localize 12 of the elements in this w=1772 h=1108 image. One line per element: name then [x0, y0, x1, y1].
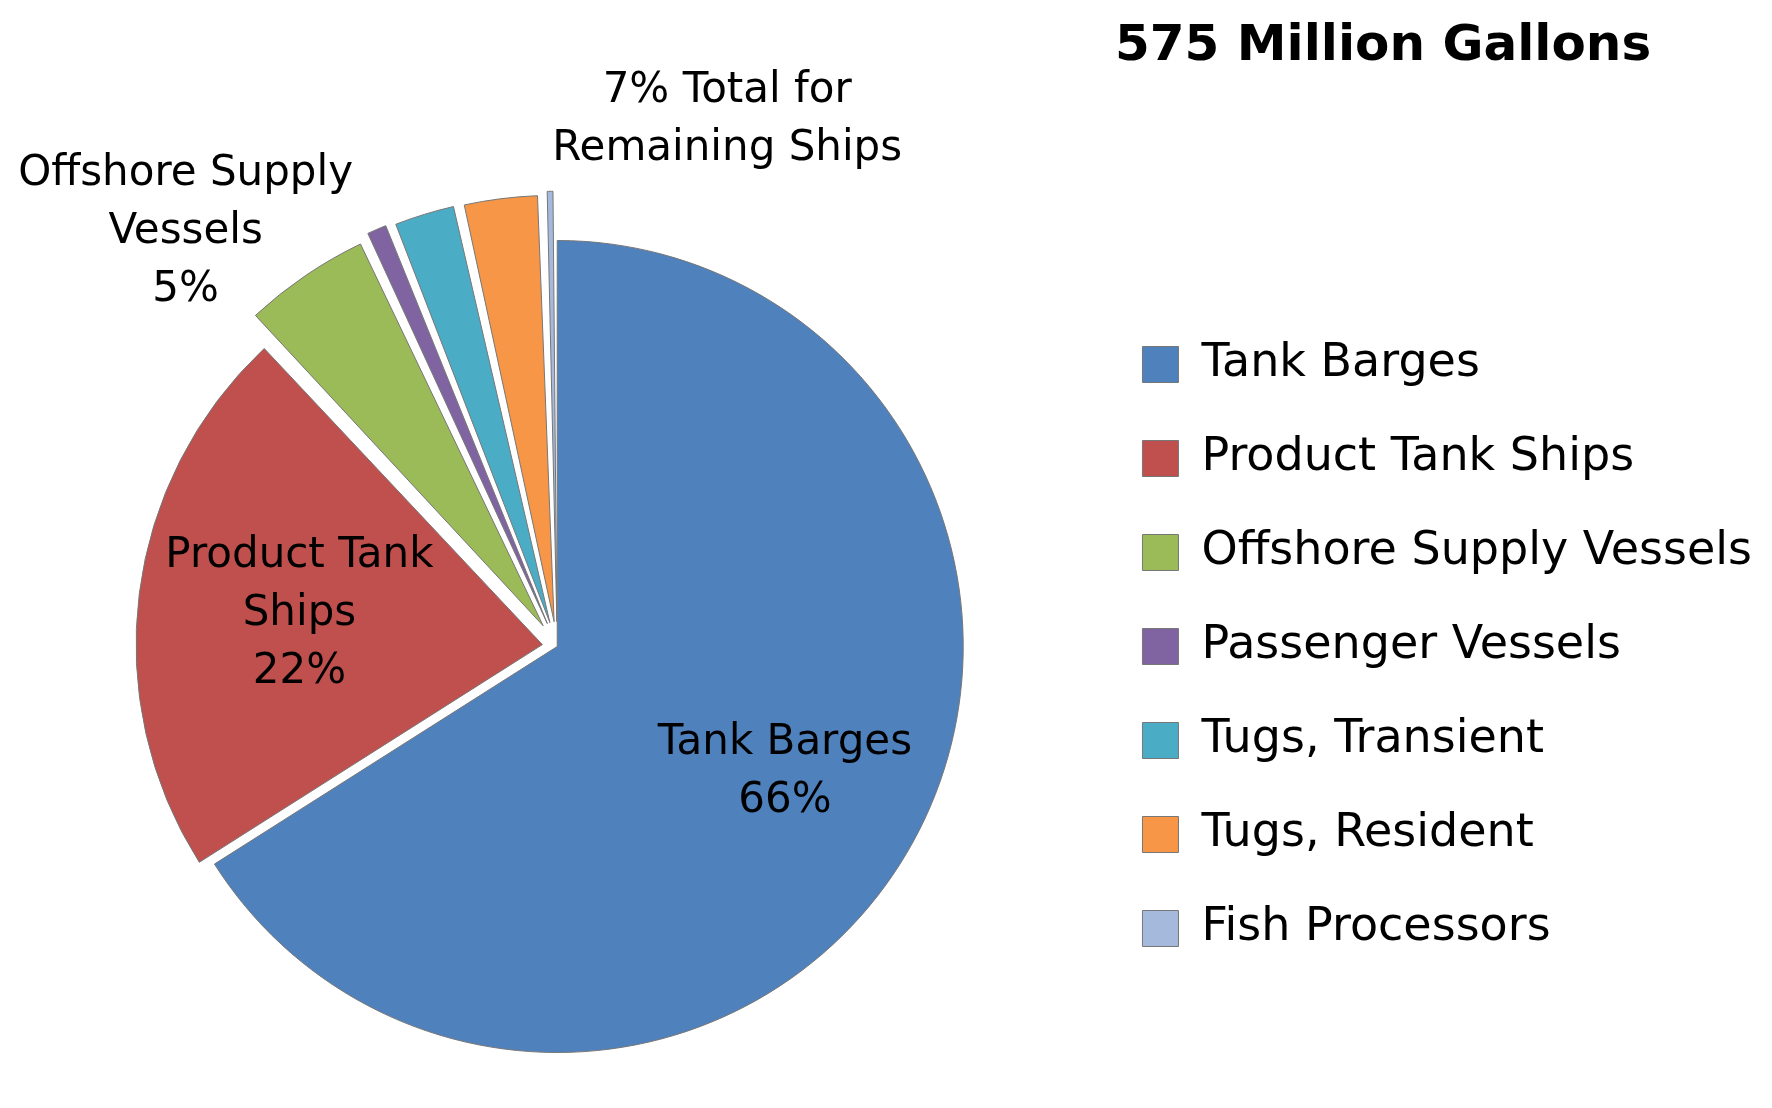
- legend-label: Product Tank Ships: [1201, 427, 1635, 482]
- legend-label: Passenger Vessels: [1201, 615, 1621, 670]
- legend-label: Fish Processors: [1201, 897, 1551, 952]
- text: 7% Total for Remaining Ships: [552, 63, 903, 171]
- data-label: Tank Barges 66%: [656, 714, 913, 822]
- legend-label: Tugs, Transient: [1200, 709, 1544, 764]
- legend-label: Tugs, Resident: [1200, 803, 1534, 858]
- chart-title: 575 Million Gallons: [1115, 14, 1652, 72]
- legend-label: Offshore Supply Vessels: [1201, 521, 1753, 576]
- legend-label: Tank Barges: [1200, 333, 1480, 388]
- data-label: Offshore Supply Vessels 5%: [18, 146, 354, 312]
- data-label: Product Tank Ships 22%: [165, 527, 435, 693]
